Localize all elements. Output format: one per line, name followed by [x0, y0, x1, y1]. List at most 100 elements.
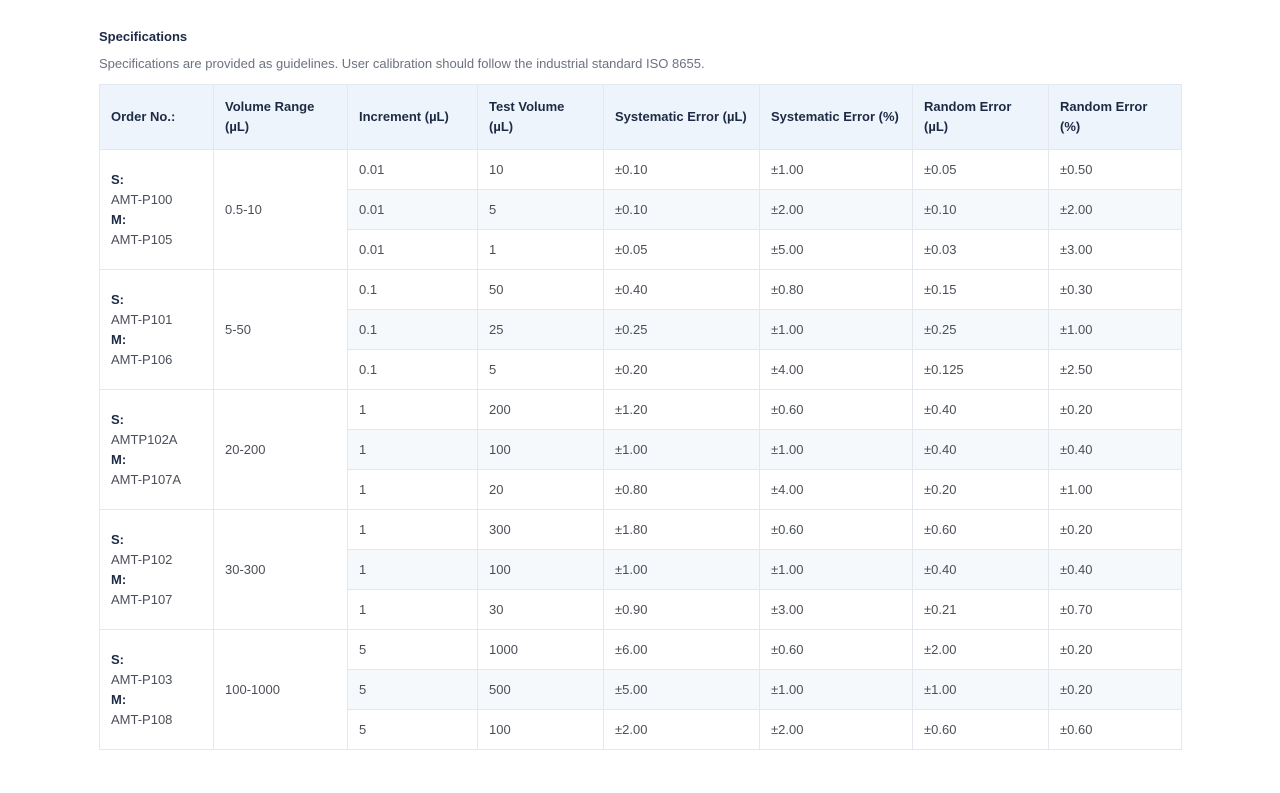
cell-increment: 1 — [347, 469, 478, 510]
cell-test-volume: 20 — [477, 469, 604, 510]
cell-systematic-error-pct: ±1.00 — [759, 149, 913, 190]
cell-test-volume: 10 — [477, 149, 604, 190]
table-row: S: AMT-P102 M: AMT-P107 30-300 1 300 ±1.80 ±0.60… — [99, 509, 1182, 630]
cell-systematic-error-pct: ±1.00 — [759, 429, 913, 470]
cell-increment: 0.1 — [347, 349, 478, 390]
m-label: M: — [111, 691, 127, 707]
table-row: 5 100 ±2.00 ±2.00 ±0.60 ±0.60 — [100, 709, 1182, 750]
cell-volume-range: 100-1000 — [213, 629, 348, 750]
cell-systematic-error-pct: ±0.80 — [759, 269, 913, 310]
cell-random-error-ul: ±0.20 — [912, 469, 1049, 510]
cell-test-volume: 25 — [477, 309, 604, 350]
cell-random-error-ul: ±0.10 — [912, 189, 1049, 230]
cell-test-volume: 300 — [477, 509, 604, 550]
m-order-code: AMT-P107A — [111, 471, 182, 487]
cell-systematic-error-ul: ±1.00 — [603, 549, 760, 590]
cell-increment: 0.01 — [347, 229, 478, 270]
cell-random-error-pct: ±0.50 — [1048, 149, 1182, 190]
cell-increment: 0.01 — [347, 189, 478, 230]
cell-systematic-error-pct: ±0.60 — [759, 629, 913, 670]
cell-random-error-ul: ±0.125 — [912, 349, 1049, 390]
cell-increment: 0.1 — [347, 269, 478, 310]
cell-systematic-error-pct: ±1.00 — [759, 309, 913, 350]
cell-increment: 1 — [347, 589, 478, 630]
cell-systematic-error-ul: ±0.10 — [603, 189, 760, 230]
cell-test-volume: 30 — [477, 589, 604, 630]
cell-systematic-error-ul: ±0.20 — [603, 349, 760, 390]
cell-increment: 1 — [347, 429, 478, 470]
cell-test-volume: 5 — [477, 349, 604, 390]
s-order-code: AMT-P101 — [111, 311, 173, 327]
cell-systematic-error-pct: ±5.00 — [759, 229, 913, 270]
s-order-code: AMT-P100 — [111, 191, 173, 207]
cell-random-error-pct: ±0.60 — [1048, 709, 1182, 750]
section-title: Specifications — [99, 29, 188, 44]
table-row: S: AMTP102A M: AMT-P107A 20-200 1 200 ±1.20 ±0.6… — [99, 389, 1182, 510]
s-label: S: — [111, 171, 124, 187]
header-systematic-error-ul: Systematic Error (µL) — [603, 84, 760, 150]
table-row: S: AMT-P100 M: AMT-P105 0.5-10 0.01 10 ±0.10 ±1.… — [99, 149, 1182, 270]
cell-increment: 0.1 — [347, 309, 478, 350]
cell-test-volume: 200 — [477, 389, 604, 430]
cell-random-error-pct: ±1.00 — [1048, 309, 1182, 350]
section-subtitle: Specifications are provided as guideline… — [99, 56, 705, 71]
table-row: 0.1 5 ±0.20 ±4.00 ±0.125 ±2.50 — [100, 349, 1182, 390]
header-random-error-ul: Random Error (µL) — [912, 84, 1049, 150]
s-order-code: AMT-P103 — [111, 671, 173, 687]
cell-random-error-pct: ±0.20 — [1048, 629, 1182, 670]
table-row: 0.01 1 ±0.05 ±5.00 ±0.03 ±3.00 — [100, 229, 1182, 270]
cell-volume-range: 30-300 — [213, 509, 348, 630]
cell-test-volume: 1 — [477, 229, 604, 270]
cell-increment: 5 — [347, 629, 478, 670]
cell-systematic-error-pct: ±4.00 — [759, 349, 913, 390]
cell-systematic-error-pct: ±0.60 — [759, 509, 913, 550]
header-order-no: Order No.: — [99, 84, 214, 150]
cell-random-error-ul: ±0.60 — [912, 509, 1049, 550]
cell-random-error-ul: ±1.00 — [912, 669, 1049, 710]
cell-systematic-error-ul: ±2.00 — [603, 709, 760, 750]
cell-systematic-error-ul: ±6.00 — [603, 629, 760, 670]
s-label: S: — [111, 411, 124, 427]
cell-test-volume: 5 — [477, 189, 604, 230]
cell-volume-range: 5-50 — [213, 269, 348, 390]
cell-systematic-error-pct: ±3.00 — [759, 589, 913, 630]
header-volume-range: Volume Range (µL) — [213, 84, 348, 150]
cell-random-error-pct: ±1.00 — [1048, 469, 1182, 510]
cell-random-error-ul: ±0.40 — [912, 429, 1049, 470]
cell-increment: 1 — [347, 509, 478, 550]
cell-systematic-error-ul: ±0.90 — [603, 589, 760, 630]
cell-random-error-pct: ±0.40 — [1048, 429, 1182, 470]
cell-systematic-error-ul: ±0.80 — [603, 469, 760, 510]
cell-increment: 1 — [347, 389, 478, 430]
m-label: M: — [111, 211, 127, 227]
cell-systematic-error-ul: ±1.20 — [603, 389, 760, 430]
cell-increment: 5 — [347, 669, 478, 710]
header-systematic-error-pct: Systematic Error (%) — [759, 84, 913, 150]
cell-test-volume: 100 — [477, 429, 604, 470]
cell-systematic-error-pct: ±4.00 — [759, 469, 913, 510]
cell-systematic-error-pct: ±1.00 — [759, 549, 913, 590]
m-label: M: — [111, 331, 127, 347]
cell-systematic-error-ul: ±1.80 — [603, 509, 760, 550]
s-label: S: — [111, 291, 124, 307]
cell-random-error-pct: ±0.20 — [1048, 389, 1182, 430]
s-label: S: — [111, 651, 124, 667]
cell-increment: 5 — [347, 709, 478, 750]
table-row: 5 500 ±5.00 ±1.00 ±1.00 ±0.20 — [100, 669, 1182, 710]
m-order-code: AMT-P106 — [111, 351, 173, 367]
m-order-code: AMT-P108 — [111, 711, 173, 727]
s-order-code: AMTP102A — [111, 431, 178, 447]
cell-random-error-pct: ±0.40 — [1048, 549, 1182, 590]
cell-order-no: S: AMT-P102 M: AMT-P107 — [99, 509, 214, 630]
cell-random-error-ul: ±0.15 — [912, 269, 1049, 310]
cell-systematic-error-ul: ±0.05 — [603, 229, 760, 270]
table-row: S: AMT-P101 M: AMT-P106 5-50 0.1 50 ±0.40 ±0.80 ±… — [99, 269, 1182, 390]
s-order-code: AMT-P102 — [111, 551, 173, 567]
cell-volume-range: 0.5-10 — [213, 149, 348, 270]
cell-volume-range: 20-200 — [213, 389, 348, 510]
cell-random-error-pct: ±2.50 — [1048, 349, 1182, 390]
cell-random-error-pct: ±0.30 — [1048, 269, 1182, 310]
table-row: 1 20 ±0.80 ±4.00 ±0.20 ±1.00 — [100, 469, 1182, 510]
cell-test-volume: 50 — [477, 269, 604, 310]
cell-test-volume: 100 — [477, 549, 604, 590]
